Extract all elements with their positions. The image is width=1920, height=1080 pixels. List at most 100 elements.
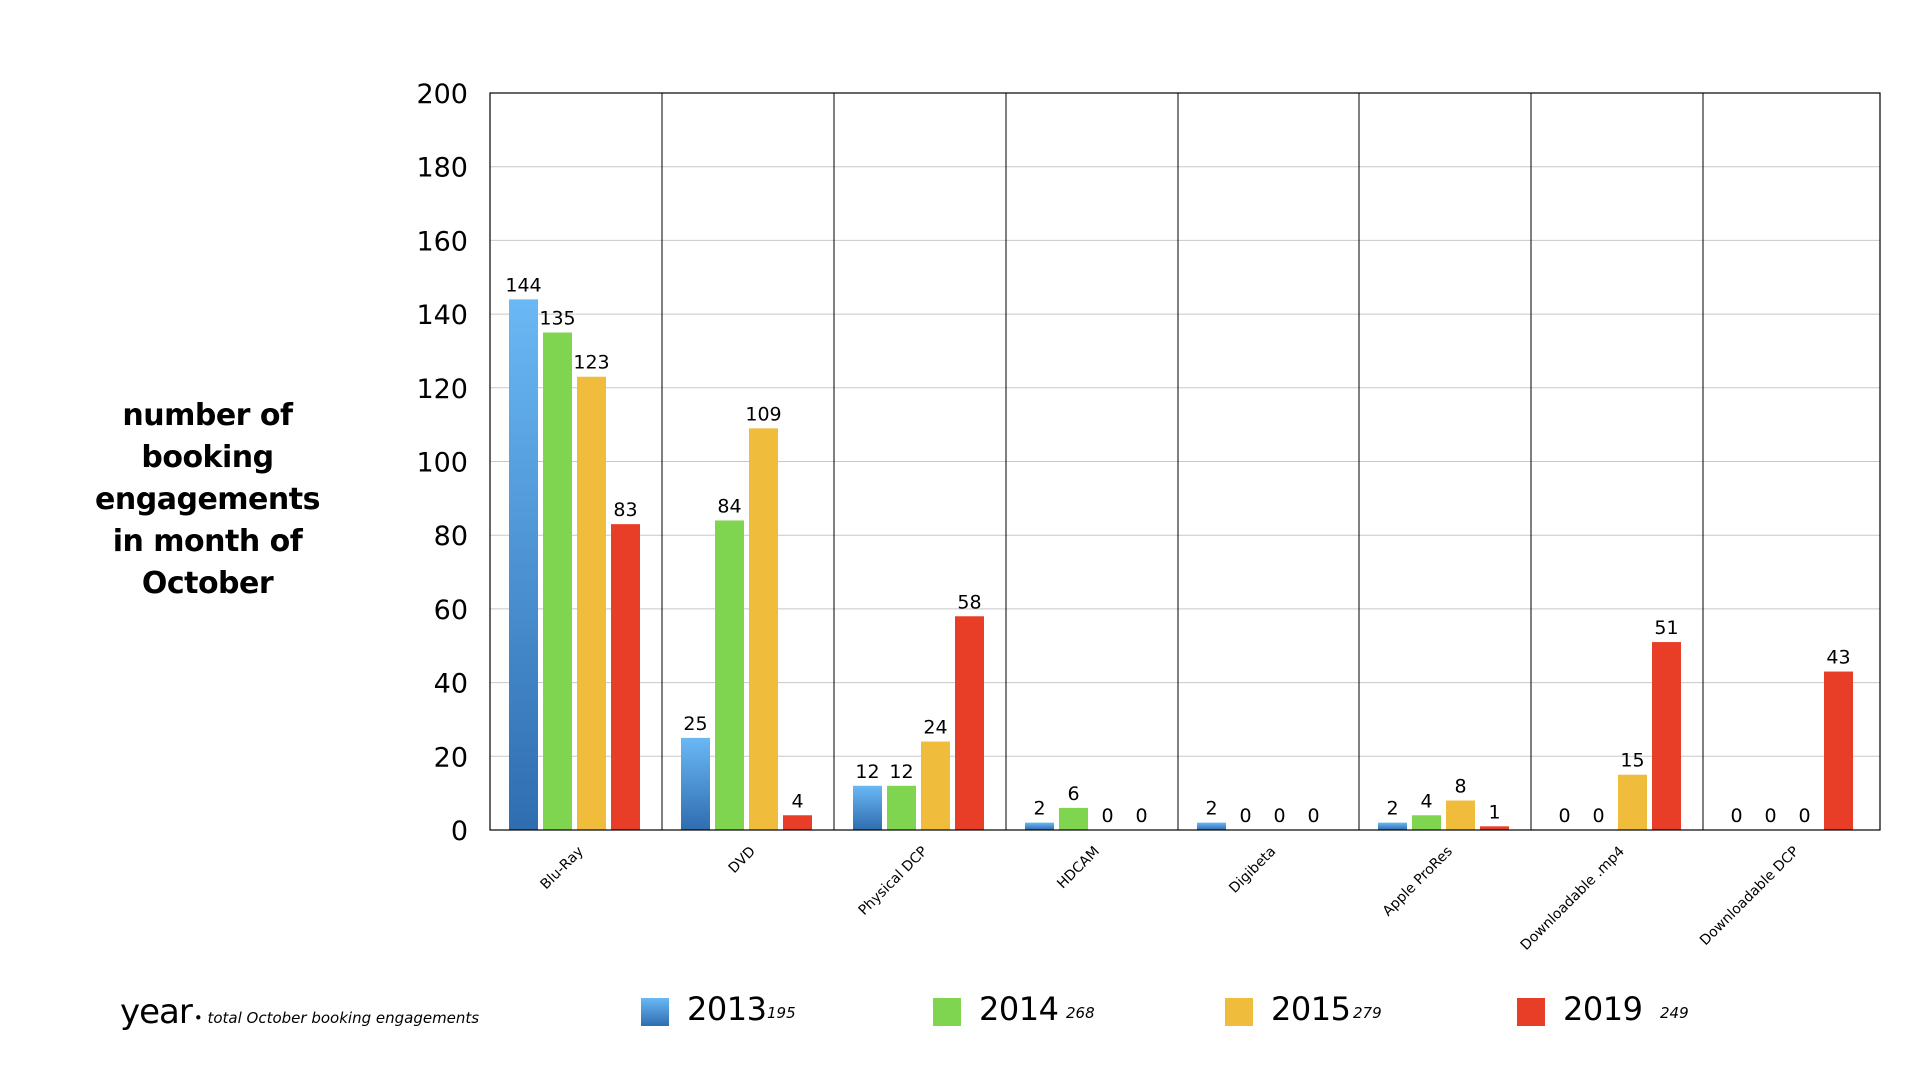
legend-label-2013: 2013 (687, 990, 767, 1028)
y-tick-label: 200 (416, 79, 468, 110)
plot-frame (489, 92, 1881, 831)
data-label: 24 (923, 717, 947, 739)
bar-2014-2 (887, 785, 916, 830)
x-tick-label: DVD (726, 844, 759, 877)
data-label: 43 (1826, 647, 1850, 669)
bar-2015-6 (1618, 774, 1647, 830)
y-tick-label: 140 (416, 300, 468, 331)
x-tick-label: HDCAM (1054, 844, 1103, 893)
data-label: 6 (1067, 783, 1079, 805)
x-tick-label: Apple ProRes (1380, 844, 1456, 920)
data-label: 0 (1730, 805, 1742, 827)
y-tick-label: 180 (416, 153, 468, 184)
bar-2014-3 (1059, 807, 1088, 830)
data-label: 83 (613, 499, 637, 521)
bar-2013-2 (853, 785, 882, 830)
legend-swatch-2014 (933, 998, 961, 1026)
data-label: 0 (1764, 805, 1776, 827)
bars (509, 299, 1853, 830)
bar-2015-1 (749, 428, 778, 830)
bar-2013-5 (1378, 822, 1407, 830)
legend-label-2015: 2015 (1271, 990, 1351, 1028)
legend-caption: year • total October booking engagements (120, 992, 479, 1032)
data-label: 84 (717, 495, 741, 517)
data-label: 2 (1033, 798, 1045, 820)
data-label: 0 (1273, 805, 1285, 827)
bar-2014-5 (1412, 815, 1441, 830)
data-label: 135 (539, 308, 575, 330)
x-tick-label: Blu-Ray (538, 844, 587, 893)
y-tick-label: 160 (416, 226, 468, 257)
data-label: 4 (791, 790, 803, 812)
legend-label-2019: 2019 (1563, 990, 1643, 1028)
data-label: 25 (683, 713, 707, 735)
y-axis-title-line: October (141, 566, 274, 601)
bar-2013-3 (1025, 822, 1054, 830)
y-tick-label: 120 (416, 374, 468, 405)
data-label: 1 (1488, 801, 1500, 823)
y-tick-label: 80 (434, 521, 468, 552)
bar-2019-7 (1824, 671, 1853, 830)
bar-2014-1 (715, 520, 744, 830)
legend-swatch-2019 (1517, 998, 1545, 1026)
legend-total-2019: 249 (1660, 1004, 1689, 1022)
y-tick-label: 100 (416, 448, 468, 479)
data-label: 144 (505, 274, 541, 296)
data-label: 15 (1620, 750, 1644, 772)
bar-2015-5 (1446, 800, 1475, 830)
x-tick-label: Digibeta (1226, 844, 1279, 897)
legend-caption-description: • total October booking engagements (193, 1009, 480, 1027)
legend-label-2014: 2014 (979, 990, 1059, 1028)
y-tick-label: 60 (434, 595, 468, 626)
bar-2013-4 (1197, 822, 1226, 830)
bar-2013-1 (681, 737, 710, 830)
x-tick-label: Downloadable .mp4 (1518, 843, 1628, 953)
bar-2013-0 (509, 299, 538, 830)
bar-2019-5 (1480, 826, 1509, 830)
y-axis-title-line: in month of (112, 524, 303, 559)
y-axis-title-line: engagements (95, 482, 320, 517)
y-tick-label: 0 (451, 816, 468, 847)
y-axis-ticks: 0 20 40 60 80 100 120 140 160 180 200 (416, 79, 468, 847)
data-label: 8 (1454, 776, 1466, 798)
data-label: 0 (1135, 805, 1147, 827)
y-axis-title: number of booking engagements in month o… (80, 395, 335, 605)
data-label: 2 (1205, 798, 1217, 820)
legend-caption-year: year (120, 992, 193, 1032)
data-label: 0 (1101, 805, 1113, 827)
bar-2019-1 (783, 815, 812, 830)
data-label: 2 (1386, 798, 1398, 820)
y-tick-label: 20 (434, 742, 468, 773)
data-label: 12 (855, 761, 879, 783)
data-label: 51 (1654, 617, 1678, 639)
data-label: 0 (1798, 805, 1810, 827)
bar-2015-0 (577, 376, 606, 830)
data-label: 0 (1592, 805, 1604, 827)
bar-2019-6 (1652, 642, 1681, 830)
y-tick-label: 40 (434, 669, 468, 700)
bar-2015-2 (921, 741, 950, 830)
data-label: 0 (1558, 805, 1570, 827)
legend-total-2013: 195 (767, 1004, 796, 1022)
data-label: 58 (957, 591, 981, 613)
bar-2019-0 (611, 524, 640, 830)
data-label: 0 (1239, 805, 1251, 827)
bar-2014-0 (543, 332, 572, 830)
x-axis-labels: Blu-Ray DVD Physical DCP HDCAM Digibeta Apple… (538, 843, 1803, 953)
data-label: 12 (889, 761, 913, 783)
x-tick-label: Physical DCP (856, 844, 931, 919)
data-label: 123 (573, 352, 609, 374)
data-label: 0 (1307, 805, 1319, 827)
data-label: 109 (745, 403, 781, 425)
y-axis-title-line: booking (141, 440, 274, 475)
legend-total-2014: 268 (1066, 1004, 1095, 1022)
category-separators (661, 93, 1704, 830)
legend-swatch-2015 (1225, 998, 1253, 1026)
x-tick-label: Downloadable DCP (1697, 844, 1802, 949)
legend-swatch-2013 (641, 998, 669, 1026)
legend-total-2015: 279 (1353, 1004, 1382, 1022)
y-axis-title-line: number of (122, 398, 293, 433)
